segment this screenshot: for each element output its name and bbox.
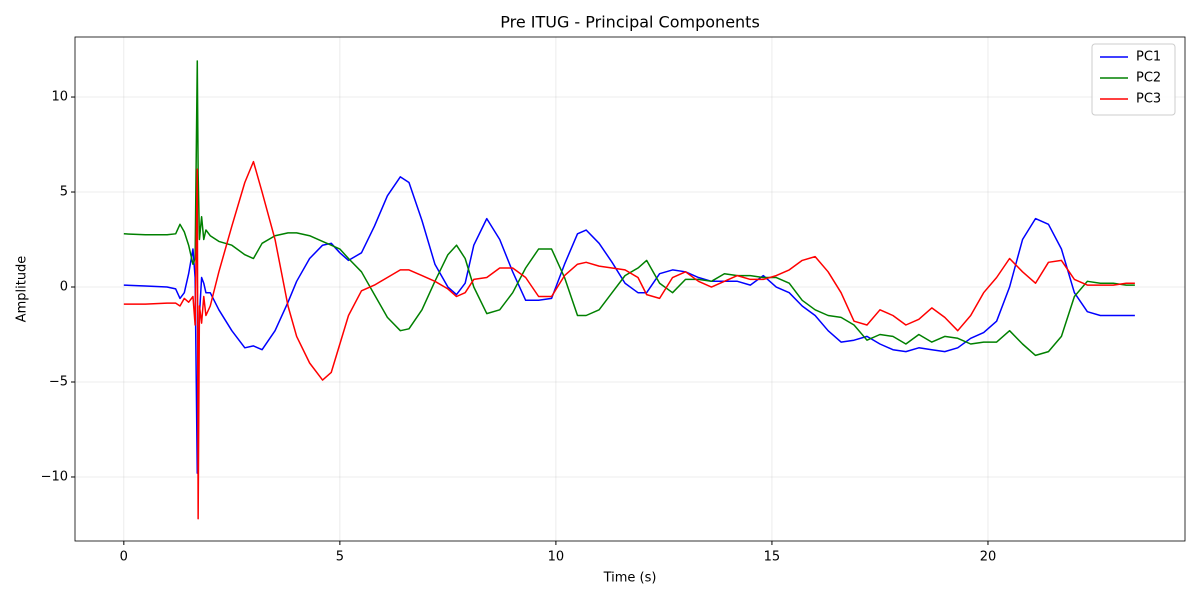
x-tick-label: 5: [336, 550, 344, 565]
legend-box: [1091, 43, 1176, 116]
data-line: [123, 60, 1135, 357]
x-tick-label: 20: [980, 550, 997, 565]
chart-title: Pre ITUG - Principal Components: [500, 13, 760, 32]
data-line: [123, 176, 1135, 474]
legend: PC1 PC2 PC3: [1091, 43, 1176, 116]
data-line: [123, 160, 1135, 520]
y-tick-label: −10: [41, 469, 68, 484]
y-tick-label: −5: [49, 374, 68, 389]
x-tick-label: 10: [548, 550, 565, 565]
y-axis-label: Amplitude: [15, 256, 30, 323]
legend-label: PC3: [1136, 92, 1161, 107]
y-tick-label: 5: [60, 185, 68, 200]
x-axis-label: Time (s): [603, 571, 657, 586]
x-tick-label: 0: [120, 550, 128, 565]
legend-label: PC2: [1136, 71, 1161, 86]
x-tick-label: 15: [764, 550, 781, 565]
plot-frame: [74, 36, 1186, 542]
y-tick-label: 10: [51, 90, 68, 105]
y-tick-label: 0: [60, 280, 68, 295]
legend-label: PC1: [1136, 50, 1161, 65]
